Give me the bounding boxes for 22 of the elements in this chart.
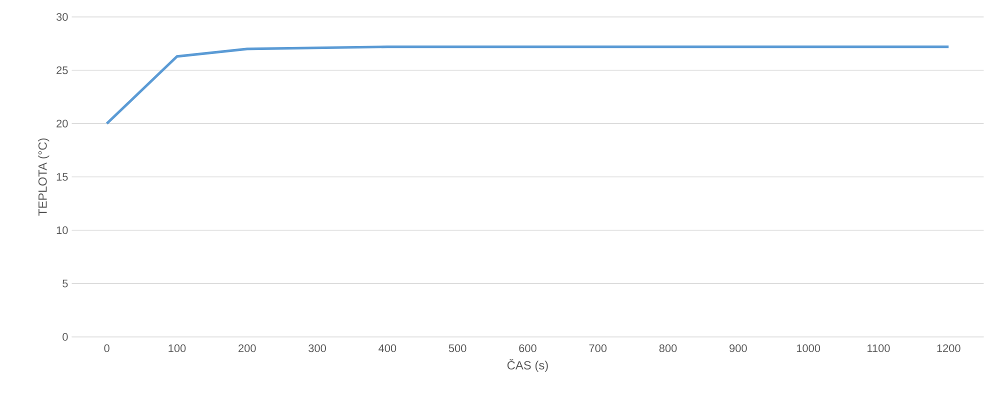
- x-tick-label: 100: [168, 344, 186, 352]
- y-tick-label: 30: [56, 13, 68, 21]
- x-tick-label: 1100: [868, 344, 890, 352]
- x-axis-title: ČAS (s): [507, 359, 548, 372]
- y-tick-label: 10: [56, 226, 68, 234]
- y-tick-label: 25: [56, 66, 68, 74]
- x-tick-label: 700: [589, 344, 607, 352]
- x-tick-label: 1200: [937, 344, 960, 352]
- x-tick-label: 400: [378, 344, 396, 352]
- x-tick-label: 500: [448, 344, 466, 352]
- x-tick-label: 200: [238, 344, 256, 352]
- x-tick-label: 900: [730, 344, 747, 352]
- y-tick-label: 20: [56, 120, 68, 128]
- y-tick-label: 0: [62, 333, 68, 341]
- x-tick-label: 1000: [796, 344, 820, 352]
- x-tick-label: 0: [104, 344, 110, 352]
- x-tick-label: 600: [519, 344, 536, 352]
- x-tick-label: 300: [308, 344, 326, 352]
- y-tick-label: 15: [56, 173, 68, 181]
- y-axis-title: TEPLOTA (°C): [38, 138, 50, 216]
- y-tick-label: 5: [62, 280, 68, 288]
- x-tick-label: 800: [659, 344, 677, 352]
